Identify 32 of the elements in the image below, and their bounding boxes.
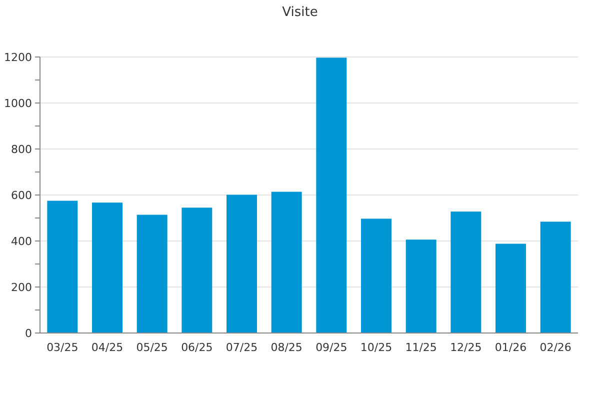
y-tick-label: 600 [11, 188, 32, 202]
bar [47, 200, 78, 333]
x-tick-label: 10/25 [360, 341, 392, 354]
x-tick-label: 06/25 [181, 341, 213, 354]
bar [540, 222, 571, 333]
bar [316, 58, 347, 333]
y-tick-label: 200 [11, 280, 32, 294]
bar [136, 214, 168, 333]
bar [406, 240, 436, 333]
x-tick-label: 09/25 [316, 341, 348, 354]
bar [496, 244, 526, 333]
chart-title: Visite [282, 5, 318, 20]
x-tick-label: 11/25 [405, 341, 437, 354]
x-tick-label: 03/25 [46, 341, 78, 354]
y-tick-label: 0 [25, 326, 32, 340]
bar [361, 218, 392, 333]
x-tick-label: 12/25 [450, 341, 482, 354]
y-tick-label: 400 [11, 234, 32, 248]
bar [271, 192, 302, 333]
bar [450, 212, 482, 333]
bar [182, 208, 212, 333]
bar [226, 194, 257, 333]
x-tick-label: 05/25 [136, 341, 168, 354]
bar [92, 202, 122, 333]
x-tick-label: 08/25 [270, 341, 302, 354]
x-tick-label: 07/25 [226, 341, 258, 354]
y-tick-label: 1000 [4, 96, 32, 110]
x-tick-label: 02/26 [540, 341, 572, 354]
y-tick-label: 1200 [4, 50, 32, 64]
x-tick-label: 04/25 [91, 341, 124, 354]
x-tick-label: 01/26 [494, 341, 527, 354]
y-tick-label: 800 [11, 142, 32, 156]
